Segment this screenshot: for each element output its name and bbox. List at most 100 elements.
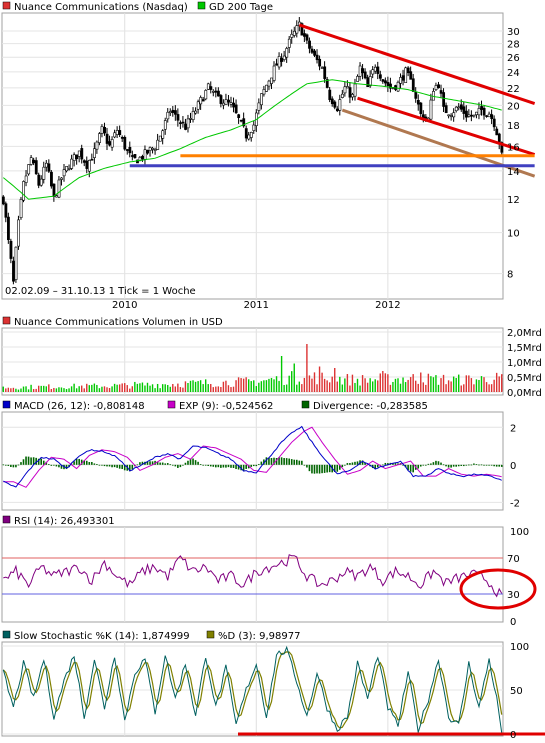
candle-body xyxy=(176,114,180,121)
volume-bar xyxy=(27,389,30,392)
divergence-bar xyxy=(301,460,303,465)
divergence-bar xyxy=(166,463,169,465)
candle-body xyxy=(189,118,193,120)
macd-tick-label: -2 xyxy=(510,498,520,509)
divergence-bar xyxy=(258,463,260,465)
divergence-bar xyxy=(215,464,217,468)
divergence-bar xyxy=(141,461,144,465)
candle-body xyxy=(82,160,86,163)
divergence-bar xyxy=(344,464,346,466)
candle-body xyxy=(249,132,253,138)
candle-body xyxy=(472,114,476,117)
divergence-bar xyxy=(290,459,293,465)
candle-body xyxy=(285,48,289,58)
divergence-bar xyxy=(298,460,301,465)
volume-bar xyxy=(22,386,25,392)
candle-body xyxy=(62,169,66,177)
candle-body xyxy=(77,150,81,157)
divergence-bar xyxy=(225,464,227,468)
volume-bar xyxy=(430,376,432,392)
candle-body xyxy=(318,58,322,67)
volume-bar xyxy=(199,380,202,392)
volume-bar xyxy=(169,386,171,392)
divergence-bar xyxy=(455,464,457,467)
candle-body xyxy=(414,91,418,99)
volume-bar xyxy=(10,388,12,392)
divergence-bar xyxy=(91,461,93,465)
divergence-bar xyxy=(376,464,379,468)
divergence-bar xyxy=(237,464,240,470)
candle-body xyxy=(214,90,218,93)
divergence-bar xyxy=(341,464,344,468)
volume-bar xyxy=(468,375,470,392)
legend-stoch-d-swatch xyxy=(206,630,215,639)
volume-bar xyxy=(30,384,32,392)
volume-bar xyxy=(440,378,442,392)
candle-body xyxy=(32,159,36,164)
volume-bar xyxy=(379,373,381,392)
divergence-bar xyxy=(462,464,465,467)
divergence-bar xyxy=(437,461,440,465)
rsi-tick-label: 30 xyxy=(507,590,520,601)
volume-bar xyxy=(341,384,344,392)
candle-body xyxy=(191,111,195,120)
divergence-bar xyxy=(427,463,430,465)
volume-bar xyxy=(60,387,63,392)
candle-body xyxy=(465,110,468,118)
volume-bar xyxy=(475,379,478,392)
volume-bar xyxy=(349,385,351,392)
volume-bar xyxy=(222,381,225,392)
candle-body xyxy=(457,106,461,109)
divergence-bar xyxy=(227,464,230,468)
candle-body xyxy=(384,80,387,84)
volume-bar xyxy=(88,385,90,392)
divergence-bar xyxy=(280,457,283,465)
candle-body xyxy=(234,104,238,114)
divergence-bar xyxy=(275,458,278,465)
stoch-tick-label: 100 xyxy=(510,642,529,653)
candle-body xyxy=(265,84,268,92)
candle-body xyxy=(275,63,279,66)
volume-bar xyxy=(179,387,182,392)
volume-bar xyxy=(407,379,409,392)
divergence-bar xyxy=(58,464,60,468)
candle-body xyxy=(237,114,241,119)
volume-bar xyxy=(146,382,149,392)
divergence-bar xyxy=(278,457,280,465)
volume-bar xyxy=(323,378,326,392)
legend-price-swatch xyxy=(2,1,11,10)
price-tick-label: 22 xyxy=(507,84,520,95)
legend-stoch-d-label: %D (3): 9,98977 xyxy=(218,631,300,642)
candle-body xyxy=(439,90,443,94)
candle-body xyxy=(242,118,246,127)
volume-bar xyxy=(354,382,356,392)
volume-bar xyxy=(101,386,103,392)
volume-bar xyxy=(473,384,475,392)
volume-bar xyxy=(25,386,27,392)
divergence-bar xyxy=(435,460,437,465)
volume-bar xyxy=(240,378,242,392)
divergence-bar xyxy=(35,457,37,465)
volume-bar xyxy=(298,381,301,392)
candle-body xyxy=(184,123,187,130)
volume-bar xyxy=(91,384,93,392)
volume-tick-label: 0,5Mrd xyxy=(507,373,542,384)
volume-bar xyxy=(93,383,96,392)
candle-body xyxy=(313,50,316,56)
candle-body xyxy=(166,111,170,120)
candle-body xyxy=(447,114,451,117)
volume-bar xyxy=(118,384,121,392)
candle-body xyxy=(437,84,440,89)
divergence-bar xyxy=(500,464,503,467)
divergence-bar xyxy=(187,460,189,465)
divergence-bar xyxy=(460,464,463,466)
divergence-bar xyxy=(387,463,389,465)
candle-body xyxy=(300,23,304,36)
divergence-bar xyxy=(156,461,159,465)
volume-bar xyxy=(192,380,194,392)
rsi-highlight-circle xyxy=(459,568,537,610)
candle-body xyxy=(110,139,114,148)
candle-body xyxy=(492,118,496,128)
divergence-bar xyxy=(313,464,316,474)
volume-bar xyxy=(65,389,68,392)
